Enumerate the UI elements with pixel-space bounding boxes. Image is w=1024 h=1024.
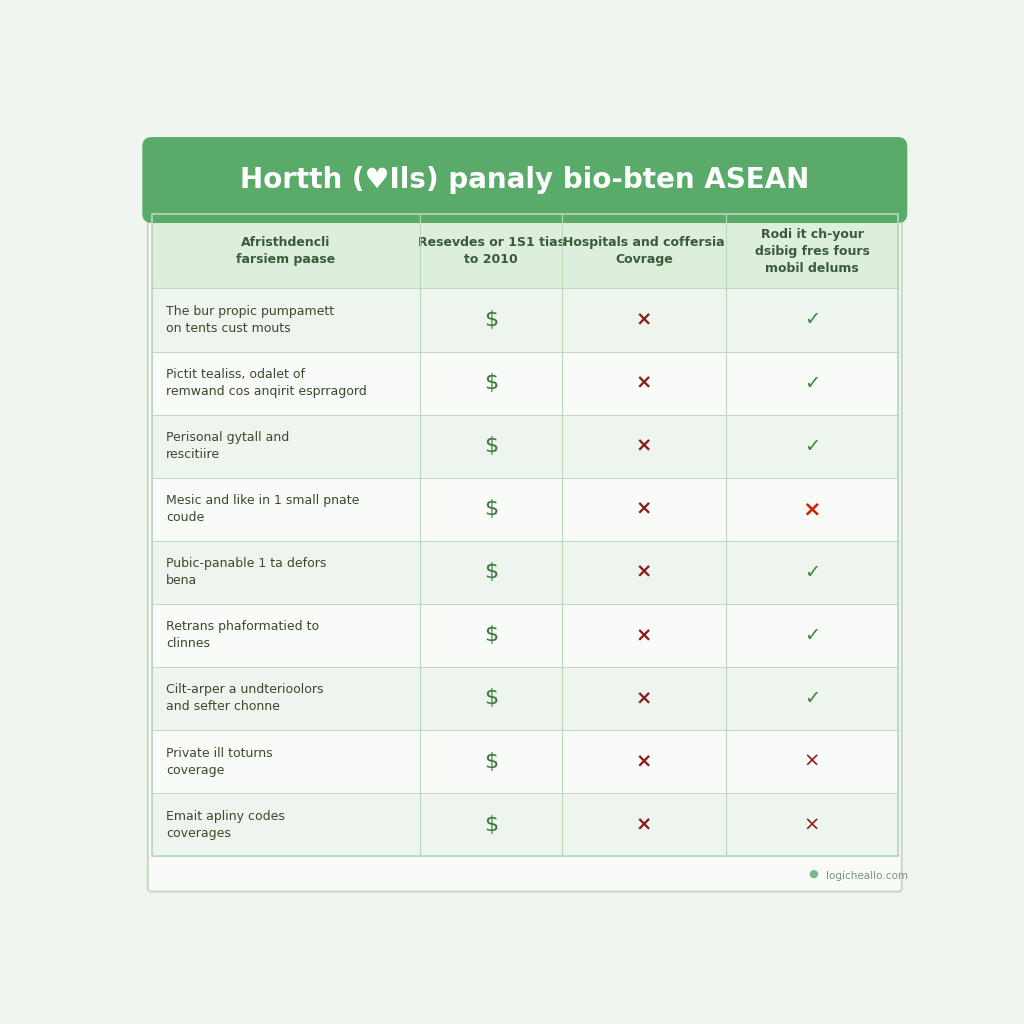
Text: ✓: ✓ <box>804 689 820 708</box>
Text: Perisonal gytall and
rescitiire: Perisonal gytall and rescitiire <box>166 431 290 461</box>
FancyBboxPatch shape <box>152 793 898 856</box>
Text: ✓: ✓ <box>804 626 820 645</box>
FancyBboxPatch shape <box>152 730 898 793</box>
Text: Cilt-arper a undterioolors
and sefter chonne: Cilt-arper a undterioolors and sefter ch… <box>166 683 324 714</box>
Text: $: $ <box>484 688 499 709</box>
FancyBboxPatch shape <box>152 214 898 289</box>
Text: Pictit tealiss, odalet of
remwand cos anqirit esprragord: Pictit tealiss, odalet of remwand cos an… <box>166 368 367 398</box>
FancyBboxPatch shape <box>152 415 898 477</box>
FancyBboxPatch shape <box>152 180 898 214</box>
FancyBboxPatch shape <box>152 541 898 604</box>
FancyBboxPatch shape <box>147 142 902 892</box>
Text: Pubic-panable 1 ta defors
bena: Pubic-panable 1 ta defors bena <box>166 557 327 588</box>
Text: Resevdes or 1S1 tias
to 2010: Resevdes or 1S1 tias to 2010 <box>418 236 564 266</box>
Text: Mesic and like in 1 small pnate
coude: Mesic and like in 1 small pnate coude <box>166 495 359 524</box>
Text: ×: × <box>804 815 820 835</box>
Text: $: $ <box>484 310 499 330</box>
FancyBboxPatch shape <box>152 289 898 351</box>
Text: $: $ <box>484 562 499 583</box>
Text: Emait apliny codes
coverages: Emait apliny codes coverages <box>166 810 285 840</box>
Text: ●: ● <box>809 869 818 879</box>
Text: ×: × <box>636 815 652 835</box>
Text: ✓: ✓ <box>804 563 820 582</box>
Text: ×: × <box>636 436 652 456</box>
Text: $: $ <box>484 815 499 835</box>
Text: ×: × <box>636 374 652 392</box>
Text: ✓: ✓ <box>804 436 820 456</box>
Text: $: $ <box>484 500 499 519</box>
Text: $: $ <box>484 373 499 393</box>
Text: ✓: ✓ <box>804 374 820 392</box>
FancyBboxPatch shape <box>152 477 898 541</box>
Text: The bur propic pumpamett
on tents cust mouts: The bur propic pumpamett on tents cust m… <box>166 305 334 335</box>
Text: Private ill toturns
coverage: Private ill toturns coverage <box>166 746 272 776</box>
Text: $: $ <box>484 626 499 645</box>
Text: $: $ <box>484 436 499 456</box>
Text: ×: × <box>804 752 820 771</box>
Text: Hospitals and coffersia
Covrage: Hospitals and coffersia Covrage <box>563 236 725 266</box>
Text: Afristhdencli
farsiem paase: Afristhdencli farsiem paase <box>237 236 336 266</box>
Text: ×: × <box>636 626 652 645</box>
Text: Hortth (♥Ils) panaly bio-bten ASEAN: Hortth (♥Ils) panaly bio-bten ASEAN <box>241 166 809 194</box>
FancyBboxPatch shape <box>152 604 898 667</box>
Text: ×: × <box>636 310 652 330</box>
Text: ×: × <box>636 563 652 582</box>
Text: Retrans phaformatied to
clinnes: Retrans phaformatied to clinnes <box>166 621 319 650</box>
Text: ×: × <box>803 500 821 519</box>
Text: ✓: ✓ <box>804 310 820 330</box>
Text: Rodi it ch-your
dsibig fres fours
mobil delums: Rodi it ch-your dsibig fres fours mobil … <box>755 227 869 274</box>
FancyBboxPatch shape <box>142 137 907 223</box>
Text: ×: × <box>636 689 652 708</box>
FancyBboxPatch shape <box>152 667 898 730</box>
Text: $: $ <box>484 752 499 771</box>
FancyBboxPatch shape <box>152 351 898 415</box>
Text: ×: × <box>636 500 652 519</box>
Text: logicheallo.com: logicheallo.com <box>826 871 908 882</box>
Text: ×: × <box>636 752 652 771</box>
